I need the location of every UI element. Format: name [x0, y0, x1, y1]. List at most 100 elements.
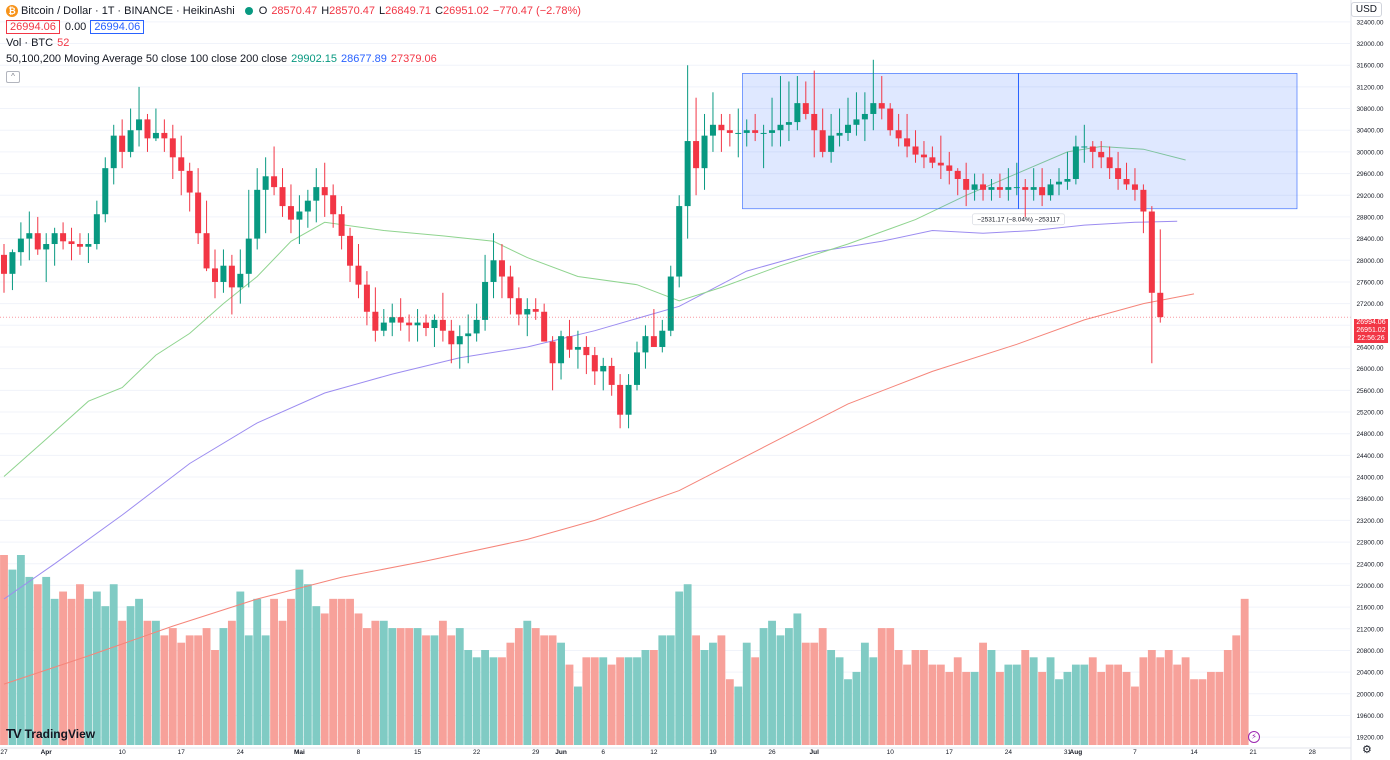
volume-bar: [785, 628, 793, 745]
brand-name: TradingView: [24, 726, 96, 741]
ma-label[interactable]: 50,100,200 Moving Average 50 close 100 c…: [6, 53, 288, 65]
time-tick-label: 14: [1190, 749, 1198, 756]
volume-bar: [1029, 657, 1038, 745]
time-tick-label: 31: [1064, 749, 1072, 756]
time-tick-label: Jun: [555, 749, 567, 756]
candle-body: [920, 154, 927, 158]
price-tick-label: 22800.00: [1356, 540, 1383, 547]
volume-bar: [506, 642, 515, 745]
time-tick-label: 15: [414, 749, 422, 756]
volume-bar: [438, 620, 447, 745]
price-tick-label: 19600.00: [1356, 713, 1383, 720]
price-tag-sell: 26994.06: [1354, 319, 1388, 327]
candle-body: [136, 119, 143, 131]
tradingview-logo[interactable]: TV TradingView: [6, 726, 95, 741]
candle-body: [634, 352, 640, 385]
candle-body: [51, 233, 58, 245]
candle-body: [1047, 184, 1054, 196]
candle-body: [836, 132, 843, 136]
volume-bar: [666, 635, 675, 745]
candle-body: [127, 130, 134, 152]
candle-body: [43, 244, 50, 250]
volume-bar: [1232, 635, 1241, 745]
volume-bar: [675, 591, 684, 745]
volume-bar: [616, 657, 625, 745]
volume-bar: [84, 598, 93, 745]
volume-bar: [818, 628, 827, 745]
candle-body: [482, 281, 489, 320]
volume-bar: [413, 628, 422, 745]
ma200-line: [3, 293, 1195, 685]
volume-bar: [1164, 650, 1173, 745]
volume-bar: [894, 650, 903, 745]
price-tick-label: 21200.00: [1356, 626, 1383, 633]
legend-trade-row: 26994.06 0.00 26994.06: [6, 19, 581, 35]
candle-body: [1131, 184, 1138, 190]
sell-button[interactable]: 26994.06: [6, 20, 60, 34]
volume-bar: [852, 671, 861, 745]
volume-bar: [109, 584, 118, 745]
measure-label-bg: [972, 213, 1065, 226]
volume-bar: [236, 591, 245, 745]
time-axis[interactable]: 27 Apr 10 17 24 Mai 8 15 22 29 Jun 6 12 19 26 Jul 10 17 24…: [0, 747, 1351, 756]
volume-bar: [582, 657, 591, 745]
volume-bar: [1046, 657, 1055, 745]
volume-bar: [810, 642, 819, 745]
volume-bar: [658, 635, 667, 745]
volume-bar: [185, 635, 194, 745]
bitcoin-icon: ₿: [6, 5, 18, 17]
volume-bar: [498, 657, 506, 745]
price-axis[interactable]: 19200.00 19600.00 20000.00 20400.00 20800.00…: [1350, 0, 1384, 760]
legend-symbol[interactable]: Bitcoin / Dollar · 1T · BINANCE · Heikin…: [21, 5, 235, 17]
candle-body: [693, 141, 700, 169]
legend-collapse-row: ^: [6, 67, 581, 83]
legend-volume-row: Vol · BTC 52: [6, 35, 581, 51]
volume-bar: [211, 650, 219, 745]
time-tick-label: Mai: [294, 749, 305, 756]
ma50-value: 29902.15: [291, 53, 337, 65]
candle-body: [1081, 146, 1088, 148]
volume-bar: [709, 642, 717, 745]
measure-box[interactable]: −2531.17 (−8.04%) −253117: [742, 73, 1298, 226]
volume-bar: [227, 620, 236, 745]
price-tick-label: 31600.00: [1356, 63, 1383, 70]
candle-body: [397, 317, 404, 323]
gear-icon[interactable]: ⚙: [1362, 744, 1372, 756]
candle-body: [76, 244, 83, 247]
volume-label[interactable]: Vol · BTC: [6, 37, 54, 49]
volume-bar: [489, 657, 498, 745]
chart-legend: ₿ Bitcoin / Dollar · 1T · BINANCE · Heik…: [6, 3, 581, 83]
currency-selector[interactable]: USD: [1350, 2, 1382, 17]
volume-bar: [16, 555, 25, 745]
volume-bar: [734, 686, 743, 745]
time-tick-label: 17: [178, 749, 186, 756]
candle-body: [752, 130, 759, 133]
candle-body: [102, 168, 109, 215]
volume-bar: [388, 628, 397, 745]
candle-body: [60, 233, 67, 242]
volume-bar: [1147, 650, 1156, 745]
candle-body: [321, 187, 328, 196]
lightning-icon[interactable]: ⚡: [1248, 731, 1260, 743]
legend-symbol-row: ₿ Bitcoin / Dollar · 1T · BINANCE · Heik…: [6, 3, 581, 19]
volume-bar: [928, 664, 937, 745]
volume-bar: [67, 598, 76, 745]
candle-body: [161, 132, 168, 139]
volume-bar: [590, 657, 599, 745]
measure-rect[interactable]: [742, 73, 1298, 210]
volume-bar: [430, 635, 439, 745]
price-tick-label: 25600.00: [1356, 388, 1383, 395]
volume-bar: [936, 664, 945, 745]
moving-averages: [3, 145, 1195, 685]
time-tick-label: Jul: [810, 749, 820, 756]
time-tick-label: 24: [1005, 749, 1013, 756]
volume-bar: [548, 635, 557, 745]
volume-bar: [135, 598, 143, 745]
candle-body: [169, 138, 176, 158]
collapse-legend-button[interactable]: ^: [6, 71, 20, 83]
buy-button[interactable]: 26994.06: [90, 20, 145, 34]
candle-body: [1098, 151, 1105, 158]
candle-body: [870, 103, 877, 114]
